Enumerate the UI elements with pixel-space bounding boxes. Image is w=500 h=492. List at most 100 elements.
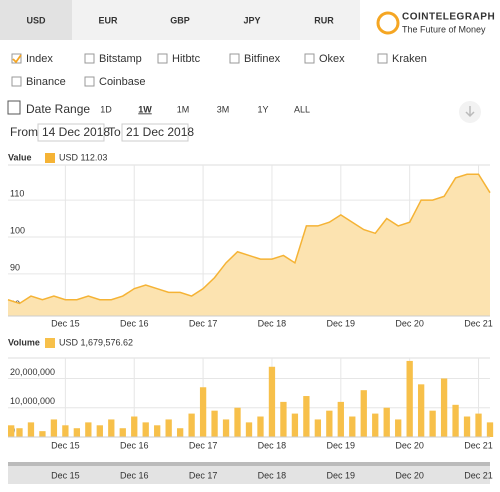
checkbox[interactable] bbox=[11, 76, 22, 87]
tab-active bbox=[0, 0, 72, 40]
volume-bar bbox=[211, 410, 218, 437]
volume-bar bbox=[39, 431, 46, 437]
volume-bar bbox=[314, 419, 322, 437]
legend-swatch bbox=[45, 153, 55, 163]
from-label: From bbox=[10, 125, 38, 139]
navigator-label: Dec 20 bbox=[395, 470, 424, 480]
price-line bbox=[7, 173, 491, 305]
from-input[interactable] bbox=[37, 123, 105, 142]
range-option[interactable]: 1D bbox=[100, 104, 112, 114]
navigator-label: Dec 21 bbox=[464, 470, 493, 480]
volume-bar bbox=[383, 407, 390, 437]
navigator bbox=[8, 462, 490, 484]
range-option[interactable]: ALL bbox=[294, 104, 310, 114]
legend-label: USD 1,679,576.62 bbox=[59, 337, 133, 347]
x-tick-label: Dec 18 bbox=[258, 318, 287, 328]
x-tick-label: Dec 15 bbox=[51, 318, 80, 328]
x-tick-label: Dec 16 bbox=[120, 440, 149, 450]
volume-bar bbox=[475, 413, 482, 437]
volume-bar bbox=[199, 387, 207, 437]
x-tick-label: Dec 17 bbox=[189, 318, 218, 328]
range-option[interactable]: 3M bbox=[217, 104, 230, 114]
x-tick-label: Dec 19 bbox=[327, 318, 356, 328]
x-tick-label: Dec 20 bbox=[395, 318, 424, 328]
volume-bar bbox=[108, 419, 115, 437]
legend-swatch bbox=[45, 338, 55, 348]
volume-bar bbox=[154, 425, 161, 437]
volume-bar bbox=[429, 410, 436, 437]
checkbox[interactable] bbox=[377, 53, 388, 64]
checkbox[interactable] bbox=[229, 53, 240, 64]
volume-bar bbox=[73, 428, 81, 437]
volume-bar bbox=[257, 416, 264, 437]
volume-bar bbox=[96, 425, 103, 437]
volume-bar bbox=[440, 378, 448, 437]
calendar-icon bbox=[7, 100, 21, 115]
navigator-label: Dec 16 bbox=[120, 470, 149, 480]
volume-bar bbox=[119, 428, 126, 437]
volume-bar bbox=[62, 425, 69, 437]
from-date: 14 Dec 2018 bbox=[42, 125, 110, 139]
y-tick-label: 100 bbox=[10, 225, 25, 235]
navigator-label: Dec 18 bbox=[258, 470, 287, 480]
volume-bar bbox=[349, 416, 356, 437]
volume-bar bbox=[303, 396, 310, 437]
x-tick-label: Dec 18 bbox=[258, 440, 287, 450]
x-tick-label: Dec 17 bbox=[189, 440, 218, 450]
volume-bar bbox=[176, 428, 184, 437]
volume-bar bbox=[417, 384, 425, 437]
volume-bar bbox=[245, 422, 253, 437]
volume-bar bbox=[360, 390, 367, 437]
logo-tagline: The Future of Money bbox=[402, 24, 486, 34]
volume-bar bbox=[16, 428, 23, 437]
checkbox[interactable] bbox=[157, 53, 168, 64]
checkbox[interactable] bbox=[84, 53, 95, 64]
range-option[interactable]: 1W bbox=[138, 104, 152, 114]
y-tick-label: 90 bbox=[10, 262, 20, 272]
exchange-label: Index bbox=[26, 53, 53, 65]
tab[interactable]: EUR bbox=[98, 15, 118, 25]
checkbox[interactable] bbox=[304, 53, 315, 64]
exchange-label: Hitbtc bbox=[172, 53, 201, 65]
tab[interactable]: USD bbox=[26, 15, 46, 25]
volume-bar bbox=[326, 410, 333, 437]
navigator-label: Dec 17 bbox=[189, 470, 218, 480]
axis-label: Volume bbox=[8, 337, 40, 347]
legend-label: USD 112.03 bbox=[59, 152, 107, 162]
volume-bar bbox=[395, 419, 402, 437]
exchange-label: Coinbase bbox=[99, 76, 145, 88]
checkbox[interactable] bbox=[84, 76, 95, 87]
volume-bar bbox=[452, 404, 459, 437]
volume-bar bbox=[8, 425, 15, 437]
tab[interactable]: RUR bbox=[314, 15, 334, 25]
area-fill bbox=[8, 174, 490, 316]
volume-bar bbox=[372, 413, 379, 437]
volume-bar bbox=[406, 360, 413, 437]
volume-bar bbox=[291, 413, 299, 437]
range-option[interactable]: 1M bbox=[177, 104, 190, 114]
exchange-label: Bitfinex bbox=[244, 53, 281, 65]
volume-bar bbox=[131, 416, 138, 437]
volume-bar bbox=[337, 401, 344, 437]
exchange-label: Bitstamp bbox=[99, 53, 142, 65]
range-option[interactable]: 1Y bbox=[257, 104, 268, 114]
checkbox[interactable] bbox=[11, 53, 22, 64]
volume-bar bbox=[222, 419, 230, 437]
to-date: 21 Dec 2018 bbox=[126, 125, 194, 139]
x-tick-label: Dec 20 bbox=[395, 440, 424, 450]
tab[interactable]: JPY bbox=[243, 15, 260, 25]
x-tick-label: Dec 21 bbox=[464, 440, 493, 450]
volume-bar bbox=[268, 366, 276, 437]
volume-bar bbox=[27, 422, 35, 437]
y-tick-label: 20,000,000 bbox=[10, 367, 55, 377]
volume-bar bbox=[280, 401, 287, 437]
to-label: To bbox=[108, 125, 121, 139]
volume-bar bbox=[165, 419, 172, 437]
x-tick-label: Dec 15 bbox=[51, 440, 80, 450]
tab[interactable]: GBP bbox=[170, 15, 190, 25]
logo-name: COINTELEGRAPH bbox=[402, 12, 495, 23]
x-tick-label: Dec 21 bbox=[464, 318, 493, 328]
to-input[interactable] bbox=[121, 123, 189, 142]
navigator-handle[interactable] bbox=[8, 462, 490, 466]
